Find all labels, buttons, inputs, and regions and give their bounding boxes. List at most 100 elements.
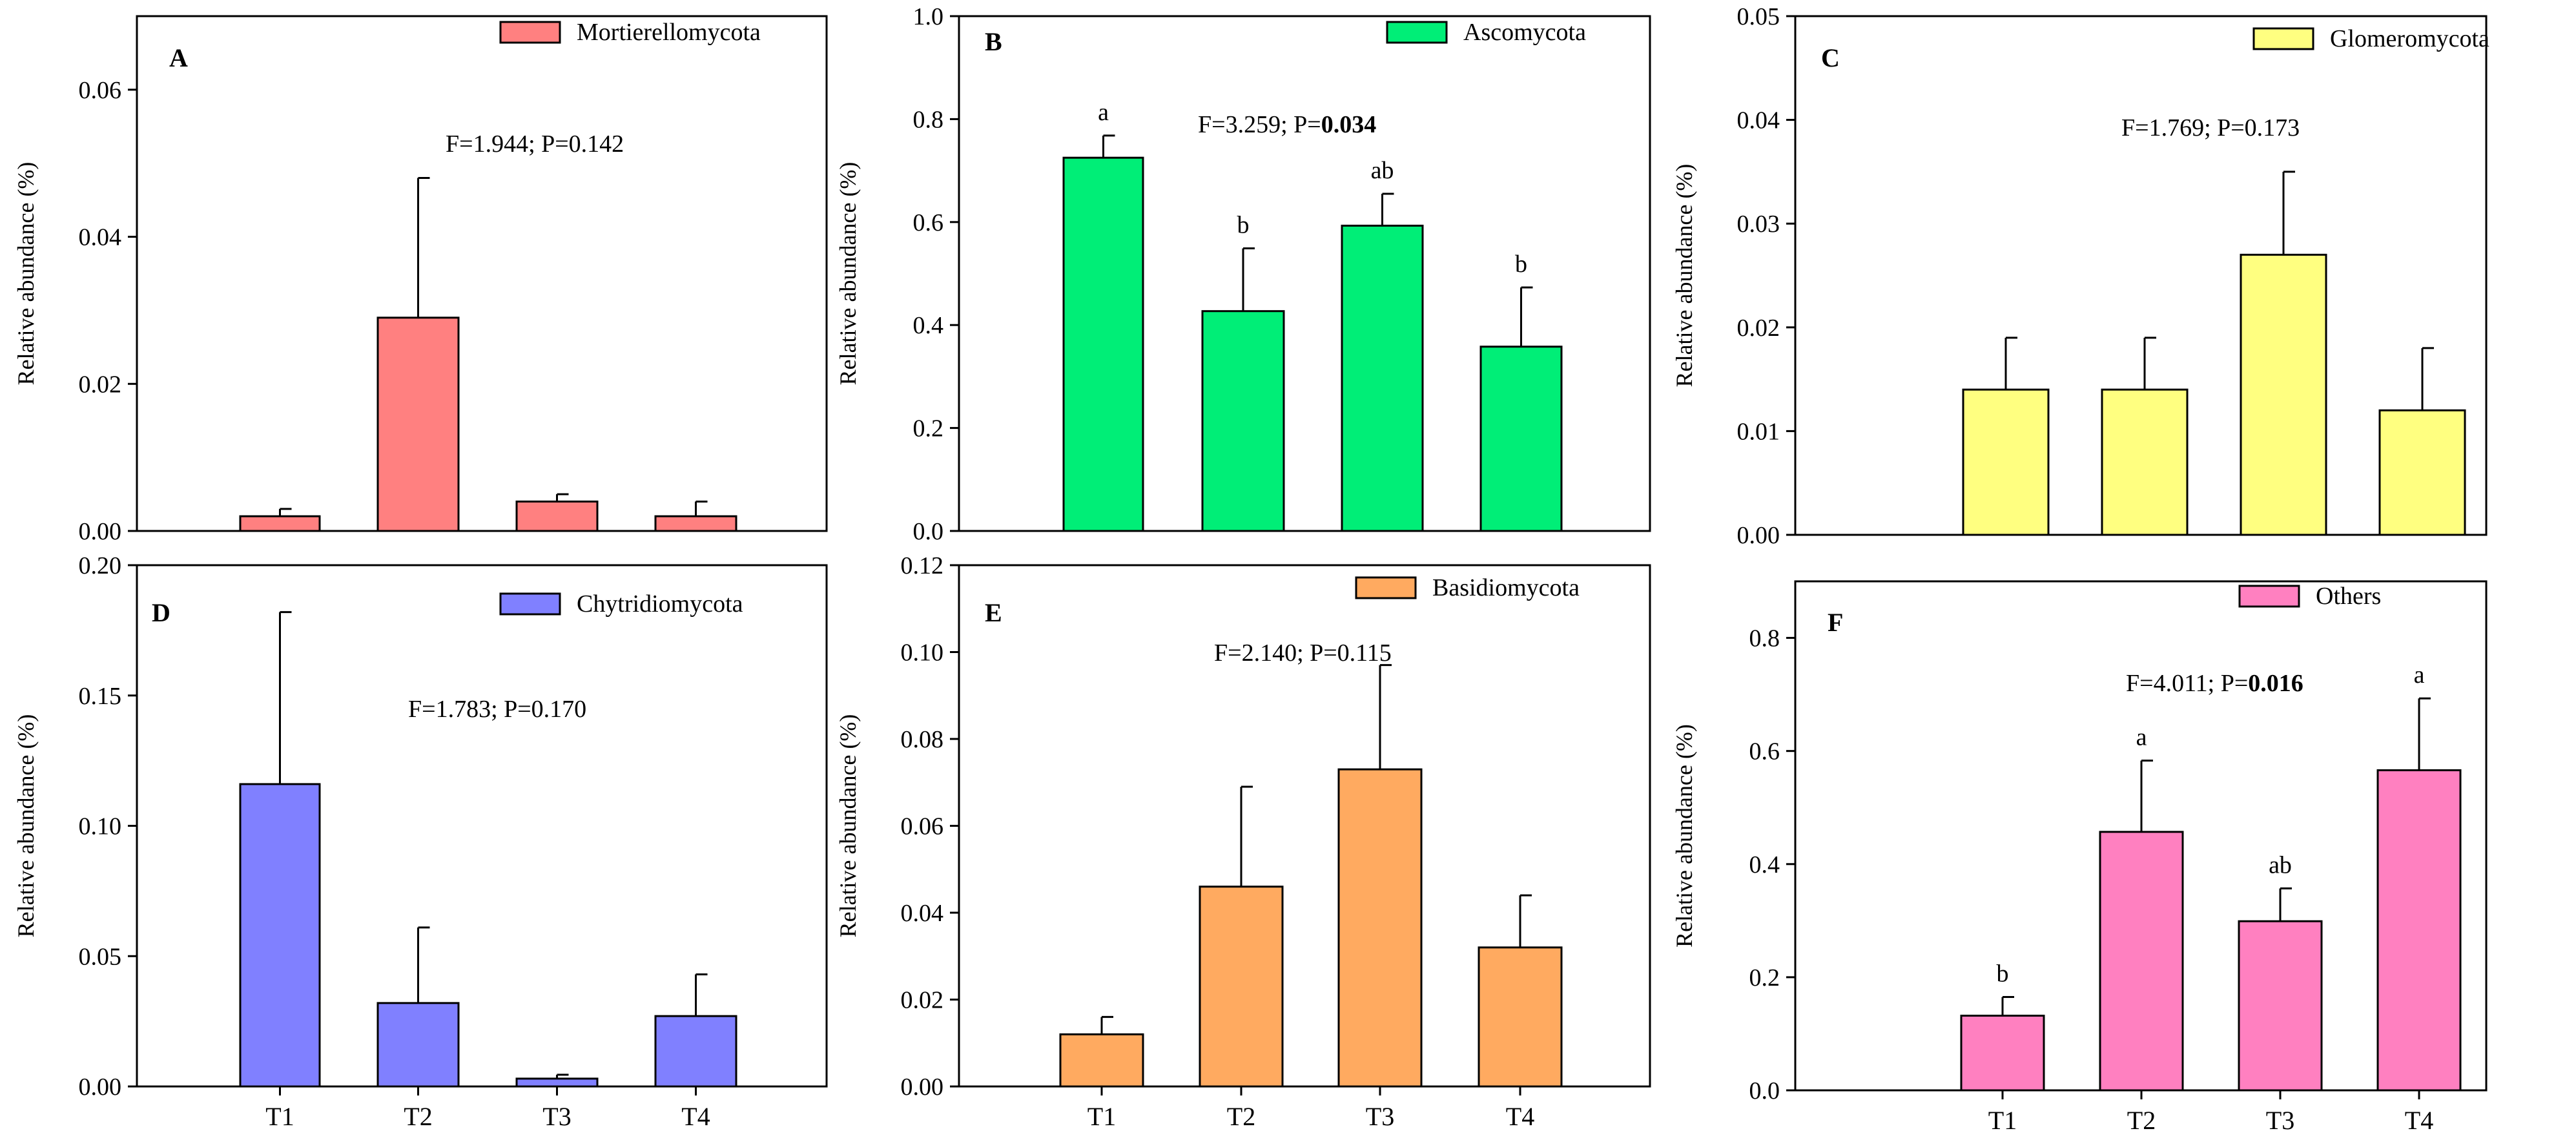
- chart-panel-c: 0.00 0.01 0.02 0.03 0.04 0.05 Relative abundan…: [1671, 3, 2489, 549]
- bar-t3: [2240, 253, 2327, 536]
- x-tick-label: T3: [2266, 1106, 2294, 1135]
- bar-t4: [1479, 346, 1563, 532]
- bar-t2: [2101, 388, 2189, 536]
- y-tick-label: 0.0: [1749, 1077, 1780, 1105]
- x-tick-label: T1: [1988, 1106, 2017, 1135]
- x-tick-label: T4: [1506, 1102, 1534, 1131]
- significance-letter: a: [1098, 99, 1109, 126]
- x-tick-label: T1: [1087, 1102, 1116, 1131]
- legend-label: Basidiomycota: [1432, 574, 1580, 601]
- y-tick-label: 0.02: [901, 987, 944, 1014]
- bar-t1: [239, 783, 321, 1088]
- panel-letter: A: [169, 43, 188, 72]
- y-tick-label: 0.06: [901, 813, 944, 840]
- stat-text-main: F=3.259; P=: [1198, 111, 1321, 138]
- bar-t3: [2238, 920, 2323, 1092]
- y-tick-label: 0.02: [79, 371, 122, 398]
- significance-letter: b: [1237, 211, 1250, 238]
- bar-t2: [2099, 831, 2184, 1092]
- y-tick-label: 0.0: [913, 518, 944, 545]
- bar-t2: [376, 317, 460, 532]
- bar-t1: [1962, 388, 2050, 536]
- y-tick-label: 0.00: [1737, 522, 1780, 549]
- bar-t4: [1478, 946, 1563, 1088]
- x-tick-label: T4: [2405, 1106, 2433, 1135]
- y-axis-label: Relative abundance (%): [835, 162, 861, 386]
- legend-label: Others: [2316, 583, 2381, 610]
- stat-text: F=1.944; P=0.142: [446, 130, 624, 158]
- y-tick-label: 0.2: [1749, 964, 1780, 991]
- stat-text: F=1.783; P=0.170: [408, 696, 586, 723]
- bar-t4: [2376, 769, 2462, 1092]
- y-tick-label: 0.05: [1737, 3, 1780, 30]
- y-tick-label: 0.00: [79, 1074, 122, 1101]
- bar-t2: [376, 1002, 460, 1088]
- panel-letter: F: [1828, 608, 1843, 637]
- stat-text: F=3.259; P=0.034: [1198, 111, 1376, 138]
- y-tick-label: 0.03: [1737, 211, 1780, 238]
- y-axis-label: Relative abundance (%): [835, 714, 861, 938]
- plot-frame: [958, 15, 1651, 532]
- y-tick-label: 0.08: [901, 726, 944, 753]
- y-tick-label: 0.00: [79, 518, 122, 545]
- x-tick-label: T3: [542, 1102, 571, 1131]
- bar-t4: [654, 515, 737, 532]
- significance-letter: ab: [1371, 157, 1394, 184]
- chart-panel-f: 0.0 0.2 0.4 0.6 0.8 Relative abundance (%) b T1…: [1671, 580, 2488, 1135]
- x-tick-label: T1: [265, 1102, 294, 1131]
- legend-swatch: [499, 592, 561, 616]
- chart-panel-b: 0.0 0.2 0.4 0.6 0.8 1.0 Relative abundance (%)…: [835, 3, 1651, 545]
- y-tick-label: 0.05: [79, 943, 122, 970]
- y-tick-label: 0.15: [79, 683, 122, 710]
- stat-text: F=1.769; P=0.173: [2121, 114, 2300, 141]
- significance-letter: b: [1515, 251, 1527, 278]
- y-tick-label: 0.02: [1737, 315, 1780, 342]
- stat-text-main: F=1.769; P=0.173: [2121, 114, 2300, 141]
- bar-t1: [1059, 1033, 1144, 1088]
- stat-text-pvalue: 0.016: [2248, 670, 2303, 697]
- legend-label: Glomeromycota: [2330, 25, 2489, 52]
- x-tick-label: T2: [2127, 1106, 2156, 1135]
- x-tick-label: T3: [1366, 1102, 1394, 1131]
- chart-panel-a: 0.00 0.02 0.04 0.06 Relative abundance (%) Mo…: [13, 15, 828, 545]
- bar-t3: [515, 500, 599, 532]
- y-tick-label: 0.6: [913, 209, 944, 236]
- plot-frame: [136, 15, 828, 532]
- stat-text: F=2.140; P=0.115: [1214, 639, 1392, 667]
- panel-letter: C: [1821, 43, 1840, 72]
- legend-swatch: [1355, 576, 1417, 599]
- stat-text-pvalue: 0.034: [1321, 111, 1377, 138]
- stat-text-main: F=1.944; P=0.142: [446, 130, 624, 158]
- legend-swatch: [2252, 27, 2314, 50]
- y-axis-label: Relative abundance (%): [1671, 164, 1697, 388]
- legend-swatch: [499, 21, 561, 44]
- bar-t1: [239, 515, 321, 532]
- y-tick-label: 0.10: [901, 639, 944, 667]
- significance-letter: a: [2414, 661, 2425, 689]
- y-tick-label: 0.10: [79, 813, 122, 840]
- stat-text-main: F=4.011; P=: [2126, 670, 2248, 697]
- y-tick-label: 0.00: [901, 1074, 944, 1101]
- y-tick-label: 1.0: [913, 3, 944, 30]
- x-tick-label: T2: [404, 1102, 432, 1131]
- bar-t3: [1341, 224, 1424, 532]
- panel-letter: B: [985, 27, 1002, 56]
- panel-letter: E: [985, 598, 1002, 627]
- chart-panel-d: 0.00 0.05 0.10 0.15 0.20 Relative abundance (…: [13, 552, 828, 1131]
- legend-swatch: [2238, 585, 2300, 608]
- significance-letter: a: [2136, 724, 2147, 751]
- y-tick-label: 0.04: [79, 224, 122, 251]
- legend-label: Chytridiomycota: [577, 590, 743, 618]
- y-tick-label: 0.06: [79, 77, 122, 104]
- legend-label: Mortierellomycota: [577, 19, 761, 46]
- bar-t2: [1199, 886, 1284, 1088]
- y-tick-label: 0.8: [913, 106, 944, 133]
- bar-t1: [1062, 156, 1144, 532]
- chart-panel-e: 0.00 0.02 0.04 0.06 0.08 0.10 0.12 Relative abu…: [835, 552, 1651, 1131]
- bar-t3: [1337, 768, 1423, 1088]
- y-axis-label: Relative abundance (%): [1671, 724, 1697, 948]
- y-axis-label: Relative abundance (%): [13, 714, 39, 938]
- significance-letter: b: [1997, 960, 2009, 988]
- panel-letter: D: [152, 598, 170, 627]
